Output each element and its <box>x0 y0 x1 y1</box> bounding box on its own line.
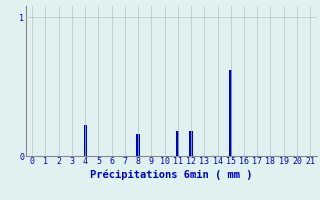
X-axis label: Précipitations 6min ( mm ): Précipitations 6min ( mm ) <box>90 169 252 180</box>
Bar <box>189 131 193 156</box>
Bar <box>136 134 140 156</box>
Bar <box>84 125 87 156</box>
Bar <box>229 70 232 156</box>
Bar <box>176 131 180 156</box>
